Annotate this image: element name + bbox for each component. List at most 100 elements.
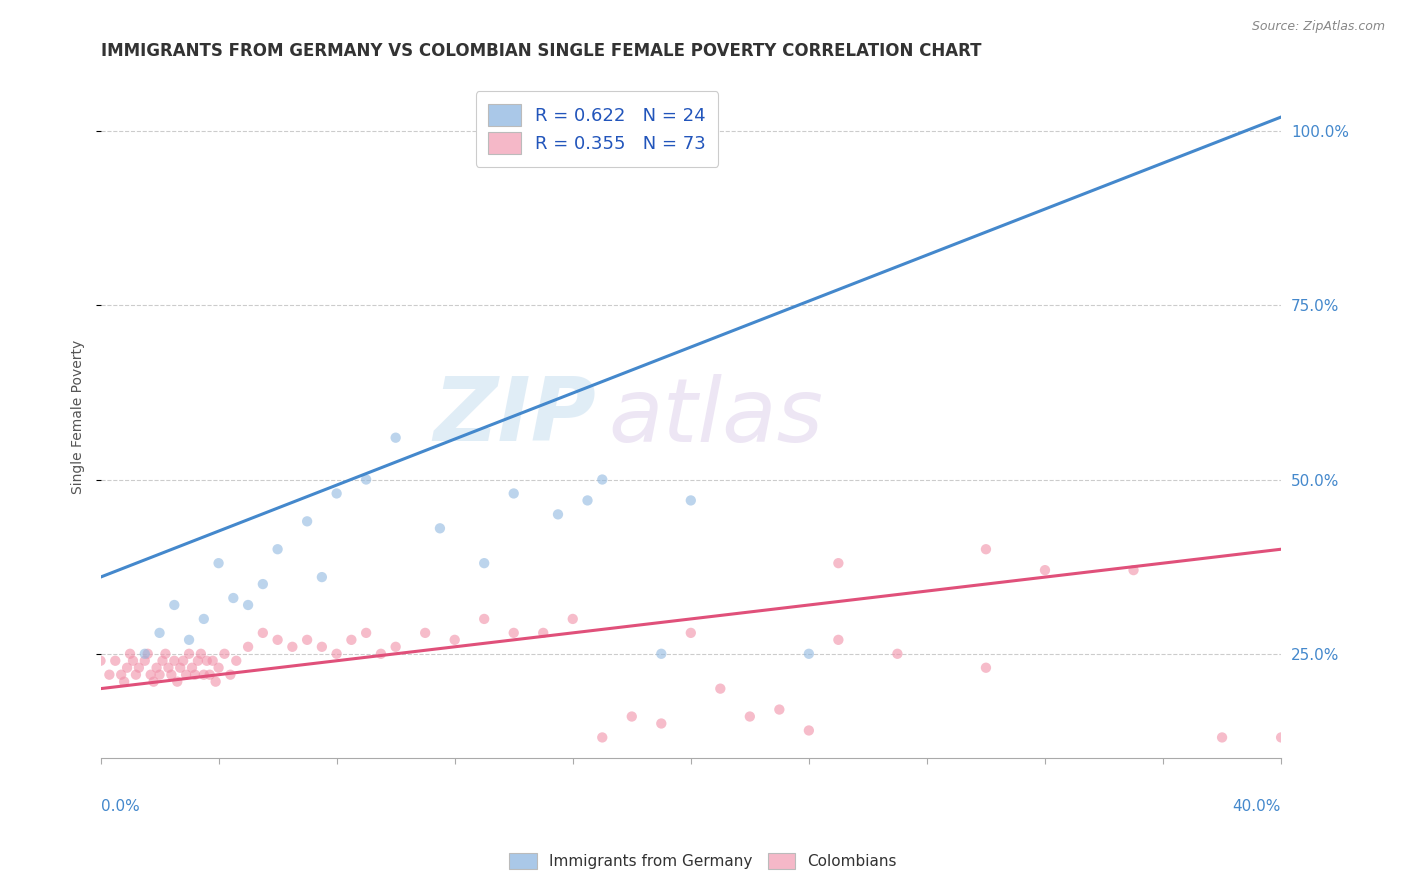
Point [152,654,174,668]
Point [125,667,148,681]
Point [201,654,224,668]
Point [177,632,200,647]
Point [768,702,790,716]
Point [974,661,997,675]
Point [576,493,599,508]
Text: ZIP: ZIP [433,373,596,460]
Point [325,486,347,500]
Point [136,647,159,661]
Point [650,716,672,731]
Point [187,654,209,668]
Point [252,625,274,640]
Text: atlas: atlas [609,374,823,459]
Point [311,640,333,654]
Point [190,647,212,661]
Point [112,674,135,689]
Point [166,674,188,689]
Point [139,667,162,681]
Point [384,431,406,445]
Point [148,667,170,681]
Point [266,542,288,557]
Point [827,556,849,570]
Point [620,709,643,723]
Point [142,674,165,689]
Point [225,654,247,668]
Point [115,661,138,675]
Point [1211,731,1233,745]
Point [181,661,204,675]
Point [354,625,377,640]
Point [169,661,191,675]
Point [1270,731,1292,745]
Point [134,654,156,668]
Legend: Immigrants from Germany, Colombians: Immigrants from Germany, Colombians [503,847,903,875]
Point [160,667,183,681]
Point [174,667,197,681]
Point [443,632,465,647]
Y-axis label: Single Female Poverty: Single Female Poverty [72,340,86,494]
Point [207,556,229,570]
Point [547,508,569,522]
Point [679,493,702,508]
Point [429,521,451,535]
Point [502,625,524,640]
Point [148,625,170,640]
Point [104,654,127,668]
Point [797,723,820,738]
Point [266,632,288,647]
Point [295,514,318,528]
Point [974,542,997,557]
Point [311,570,333,584]
Point [679,625,702,640]
Point [472,612,495,626]
Point [472,556,495,570]
Point [155,647,177,661]
Point [827,632,849,647]
Point [738,709,761,723]
Point [354,473,377,487]
Point [193,612,215,626]
Point [128,661,150,675]
Point [172,654,194,668]
Text: 40.0%: 40.0% [1233,799,1281,814]
Point [207,661,229,675]
Point [236,640,259,654]
Point [295,632,318,647]
Point [384,640,406,654]
Point [184,667,207,681]
Point [110,667,132,681]
Point [709,681,731,696]
Point [163,598,186,612]
Point [89,654,111,668]
Point [413,625,436,640]
Point [118,647,141,661]
Point [502,486,524,500]
Text: IMMIGRANTS FROM GERMANY VS COLOMBIAN SINGLE FEMALE POVERTY CORRELATION CHART: IMMIGRANTS FROM GERMANY VS COLOMBIAN SIN… [100,42,981,60]
Point [650,647,672,661]
Point [98,667,121,681]
Point [531,625,554,640]
Point [193,667,215,681]
Point [222,591,245,605]
Text: Source: ZipAtlas.com: Source: ZipAtlas.com [1251,20,1385,33]
Point [157,661,180,675]
Point [591,731,613,745]
Point [204,674,226,689]
Point [219,667,242,681]
Text: 0.0%: 0.0% [100,799,139,814]
Point [281,640,304,654]
Point [236,598,259,612]
Point [1033,563,1056,577]
Point [886,647,908,661]
Point [122,654,145,668]
Point [1122,563,1144,577]
Point [325,647,347,661]
Legend: R = 0.622   N = 24, R = 0.355   N = 73: R = 0.622 N = 24, R = 0.355 N = 73 [475,91,718,167]
Point [145,661,167,675]
Point [797,647,820,661]
Point [561,612,583,626]
Point [370,647,392,661]
Point [163,654,186,668]
Point [134,647,156,661]
Point [340,632,363,647]
